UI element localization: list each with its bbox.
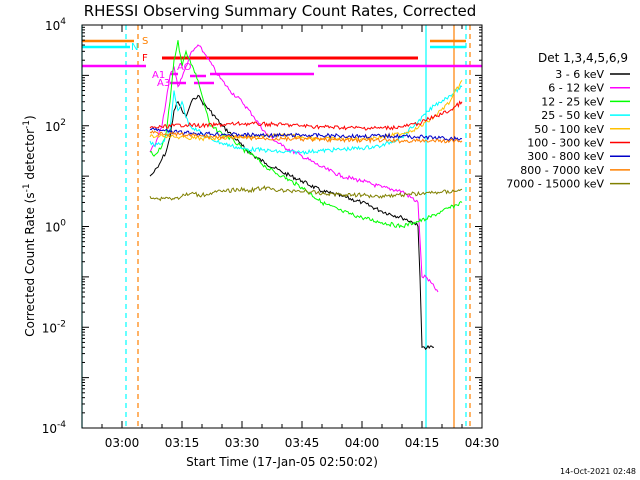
legend-label-8: 7000 - 15000 keV bbox=[506, 178, 604, 191]
y-tick-label: 10-4 bbox=[42, 420, 67, 436]
y-tick-label: 10-2 bbox=[42, 319, 66, 335]
legend-label-3: 25 - 50 keV bbox=[541, 109, 604, 122]
legend-title: Det 1,3,4,5,6,9 bbox=[538, 51, 628, 65]
y-axis-label: Corrected Count Rate (s-1 detector-1) bbox=[22, 115, 37, 336]
legend-label-1: 6 - 12 keV bbox=[548, 82, 604, 95]
series-line-8 bbox=[149, 185, 463, 202]
legend-label-5: 100 - 300 keV bbox=[527, 137, 604, 150]
series-line-7 bbox=[149, 130, 463, 144]
x-tick-label: 04:15 bbox=[405, 436, 440, 450]
legend-label-6: 300 - 800 keV bbox=[527, 150, 604, 163]
series-line-5 bbox=[149, 100, 463, 131]
x-axis: 03:00 03:15 03:30 03:45 04:00 04:15 04:30 bbox=[81, 25, 500, 450]
series-line-6 bbox=[149, 127, 463, 142]
legend-label-7: 800 - 7000 keV bbox=[520, 164, 604, 177]
series-line-4 bbox=[149, 80, 463, 142]
y-tick-label: 104 bbox=[45, 17, 66, 33]
y-axis: 10-4 10-2 100 102 104 bbox=[42, 17, 482, 436]
series-line-1 bbox=[149, 44, 439, 293]
plot-frame bbox=[81, 24, 483, 429]
legend-label-0: 3 - 6 keV bbox=[555, 68, 604, 81]
x-tick-label: 04:00 bbox=[345, 436, 380, 450]
legend-label-2: 12 - 25 keV bbox=[541, 95, 604, 108]
x-tick-label: 03:00 bbox=[105, 436, 140, 450]
series-line-2 bbox=[149, 40, 463, 229]
timestamp: 14-Oct-2021 02:48 bbox=[560, 467, 636, 476]
flag-label-a3: A3 bbox=[157, 78, 170, 89]
flag-label-a1: A1 bbox=[152, 70, 165, 81]
plot-area bbox=[81, 25, 482, 428]
x-tick-label: 03:45 bbox=[285, 436, 320, 450]
flag-label-ao: AO bbox=[177, 62, 192, 73]
chart-title: RHESSI Observing Summary Count Rates, Co… bbox=[84, 2, 477, 20]
x-tick-label: 04:30 bbox=[465, 436, 500, 450]
flag-label-s: S bbox=[142, 36, 148, 47]
x-tick-label: 03:15 bbox=[165, 436, 200, 450]
x-tick-label: 03:30 bbox=[225, 436, 260, 450]
flag-label-f: F bbox=[142, 53, 148, 64]
x-axis-label: Start Time (17-Jan-05 02:50:02) bbox=[186, 455, 378, 469]
flag-label-n: N bbox=[131, 42, 138, 53]
legend-label-4: 50 - 100 keV bbox=[534, 123, 604, 136]
y-tick-label: 102 bbox=[45, 118, 66, 134]
series-line-3 bbox=[149, 85, 463, 156]
series-line-0 bbox=[149, 94, 435, 351]
y-tick-label: 100 bbox=[45, 219, 66, 235]
